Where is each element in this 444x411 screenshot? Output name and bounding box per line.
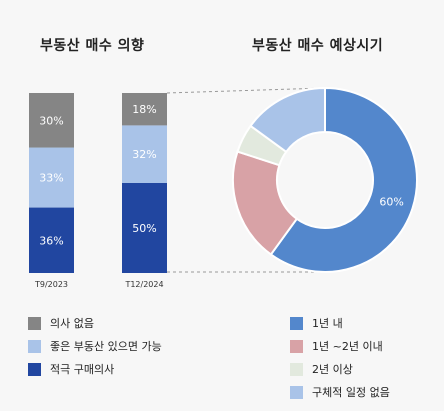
legend-item-within-1-year: 1년 내 (290, 315, 343, 331)
legend-label: 2년 이상 (312, 363, 353, 376)
legend-label: 의사 없음 (50, 317, 94, 330)
x-tick-label: T9/2023 (34, 280, 68, 289)
x-tick-label: T12/2024 (124, 280, 163, 289)
bar-value-label: 50% (132, 222, 156, 235)
legend-label: 구체적 일정 없음 (312, 386, 390, 399)
legend-label: 좋은 부동산 있으면 가능 (50, 340, 162, 353)
legend-item-over-2-years: 2년 이상 (290, 361, 353, 377)
legend-label: 적극 구매의사 (50, 363, 115, 376)
legend-item-no-intent: 의사 없음 (28, 315, 94, 331)
legend-item-conditional: 좋은 부동산 있으면 가능 (28, 338, 162, 354)
legend-swatch (290, 362, 303, 376)
legend-swatch (28, 362, 41, 376)
legend-swatch (290, 316, 303, 330)
bar-segment (122, 125, 167, 183)
bar-segment (29, 207, 74, 273)
bar-segment (29, 147, 74, 208)
donut-value-label: 60% (379, 196, 403, 209)
bar-value-label: 32% (132, 148, 156, 161)
legend-swatch (28, 339, 41, 353)
donut-slice (269, 86, 418, 273)
bar-value-label: 33% (39, 172, 63, 185)
bar-segment (122, 93, 167, 126)
legend-label: 1년 ~2년 이내 (312, 340, 383, 353)
legend-item-1-to-2-years: 1년 ~2년 이내 (290, 338, 383, 354)
legend-swatch (290, 385, 303, 399)
bar-segment (29, 93, 74, 148)
donut-chart-title: 부동산 매수 예상시기 (252, 38, 384, 54)
legend-swatch (28, 316, 41, 330)
bar-value-label: 30% (39, 114, 63, 127)
bar-value-label: 18% (132, 103, 156, 116)
bar-value-label: 36% (39, 234, 63, 247)
legend-item-no-schedule: 구체적 일정 없음 (290, 384, 390, 400)
legend-label: 1년 내 (312, 317, 343, 330)
bar-segment (122, 183, 167, 273)
legend-item-active-buyer: 적극 구매의사 (28, 361, 114, 377)
bar-chart-title: 부동산 매수 의향 (40, 38, 145, 54)
legend-swatch (290, 339, 303, 353)
connector-line (166, 87, 326, 94)
donut-slice (249, 86, 326, 154)
